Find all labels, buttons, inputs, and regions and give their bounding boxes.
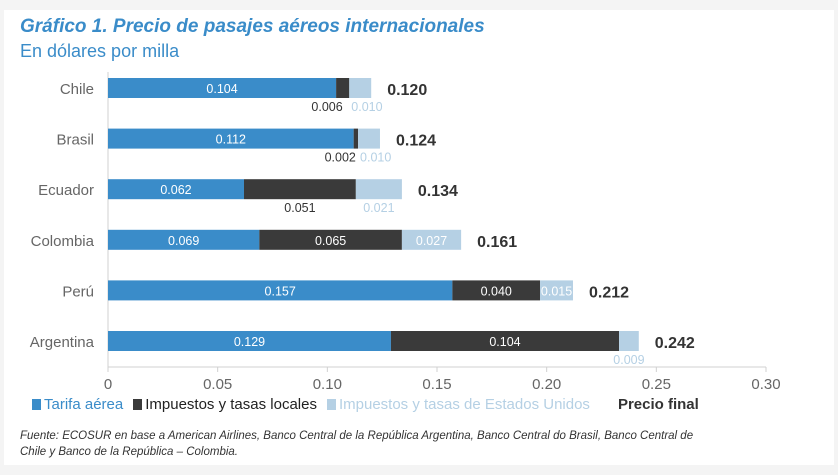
source-note: Fuente: ECOSUR en base a American Airlin… [20, 430, 694, 458]
category-label: Ecuador [38, 182, 94, 199]
category-label: Chile [60, 81, 94, 98]
bar-segment [108, 179, 244, 200]
data-label: 0.040 [481, 284, 512, 298]
bar-segment [349, 78, 372, 98]
legend-label: Impuestos y tasas de Estados Unidos [338, 396, 590, 413]
bar-segment [108, 331, 391, 351]
data-label: 0.009 [613, 353, 644, 367]
x-tick-label: 0.30 [751, 376, 780, 393]
total-label: 0.212 [589, 284, 629, 301]
data-label: 0.021 [363, 201, 394, 215]
bar-segment [108, 229, 260, 250]
data-label: 0.002 [325, 151, 356, 165]
bar-segment [108, 78, 337, 98]
legend-item-precio-final: Precio final [617, 396, 699, 413]
data-label: 0.104 [206, 82, 237, 96]
category-label: Argentina [30, 334, 95, 351]
data-label: 0.006 [311, 100, 342, 114]
x-tick-label: 0 [104, 376, 112, 393]
bar-segment [358, 128, 380, 149]
bar-segment [336, 78, 350, 98]
data-label: 0.010 [360, 151, 391, 165]
category-label: Brasil [56, 132, 94, 149]
bar-segment [355, 179, 402, 200]
x-tick-label: 0.25 [642, 376, 671, 393]
category-label: Colombia [31, 233, 95, 250]
total-label: 0.242 [655, 335, 695, 352]
data-label: 0.010 [351, 100, 382, 114]
data-label: 0.062 [160, 183, 191, 197]
bar-segment [353, 128, 359, 149]
legend-item-eeuu: Impuestos y tasas de Estados Unidos [326, 396, 590, 413]
bar-segment [243, 179, 356, 200]
x-tick-label: 0.20 [532, 376, 561, 393]
category-label: Perú [62, 283, 94, 300]
x-tick-label: 0.15 [422, 376, 451, 393]
data-label: 0.051 [284, 201, 315, 215]
data-label: 0.157 [265, 284, 296, 298]
bar-segment [390, 331, 620, 351]
data-label: 0.065 [315, 234, 346, 248]
bar-segment [108, 280, 453, 301]
legend-item-locales: Impuestos y tasas locales [133, 396, 317, 413]
bar-segment [540, 280, 573, 301]
legend-swatch [326, 399, 336, 410]
bar-segment [452, 280, 541, 301]
data-label: 0.112 [216, 133, 246, 147]
legend-swatch [32, 399, 41, 410]
legend-swatch [133, 399, 143, 410]
bar-segment [619, 331, 639, 351]
data-label: 0.129 [234, 335, 265, 349]
chart-title: Gráfico 1. Precio de pasajes aéreos inte… [20, 16, 485, 37]
chart-subtitle: En dólares por milla [20, 41, 180, 61]
legend: Tarifa aérea Impuestos y tasas locales I… [32, 396, 699, 413]
bar-segment [401, 229, 462, 250]
data-label: 0.027 [416, 234, 447, 248]
total-label: 0.124 [396, 133, 436, 150]
total-label: 0.134 [418, 183, 458, 200]
x-tick-label: 0.05 [203, 376, 232, 393]
bar-segment [108, 128, 354, 149]
data-label: 0.069 [168, 234, 199, 248]
legend-label: Impuestos y tasas locales [145, 396, 317, 413]
data-label: 0.104 [489, 335, 520, 349]
total-label: 0.120 [387, 82, 427, 99]
total-label: 0.161 [477, 234, 517, 251]
x-tick-label: 0.10 [313, 376, 342, 393]
data-label: 0.015 [541, 284, 572, 298]
legend-label: Tarifa aérea [44, 396, 124, 413]
bar-segment [259, 229, 402, 250]
legend-item-tarifa: Tarifa aérea [32, 396, 123, 413]
